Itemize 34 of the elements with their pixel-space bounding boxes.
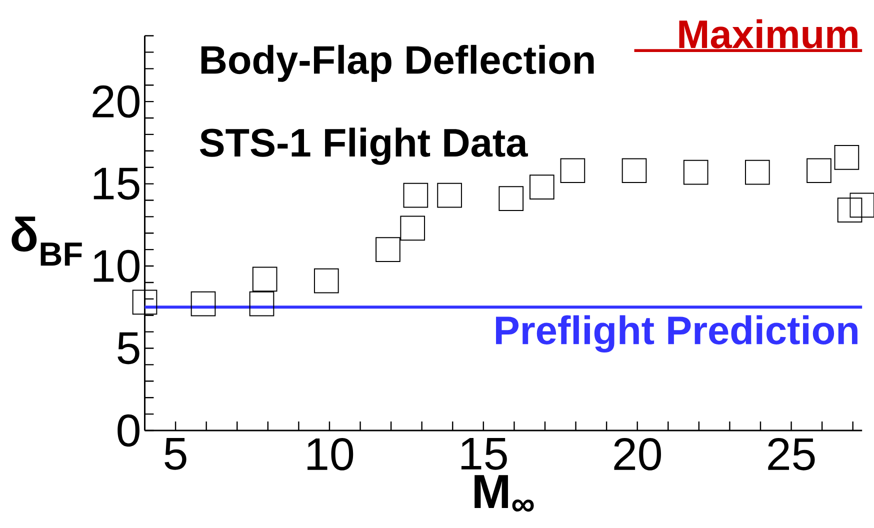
x-tick-label: 25 <box>768 438 815 471</box>
x-tick-label: 10 <box>308 438 354 471</box>
y-tick-label: 15 <box>94 168 140 200</box>
annotation: Body-Flap Deflection <box>201 45 594 82</box>
x-tick-label: 20 <box>614 438 661 471</box>
point <box>683 160 708 185</box>
point <box>529 174 554 200</box>
point <box>252 266 278 292</box>
y-axis-title: δ$_{BF}$ <box>12 216 82 266</box>
y-tick-label: 5 <box>118 332 140 364</box>
point <box>834 145 860 170</box>
point <box>376 237 400 262</box>
point <box>190 292 216 316</box>
annotation: STS-1 Flight Data <box>200 128 528 166</box>
point <box>132 290 158 315</box>
point <box>498 186 524 212</box>
y-tick-label: 20 <box>92 86 140 118</box>
x-tick-label: 15 <box>461 438 507 470</box>
y-tick-label: 0 <box>118 414 140 447</box>
point <box>403 183 428 208</box>
point <box>744 160 770 185</box>
point <box>837 198 862 223</box>
point <box>560 158 586 184</box>
x-axis-title: M$_{∞}$ <box>474 475 534 512</box>
y-tick-label: 10 <box>94 250 140 282</box>
x-tick-label: 5 <box>164 438 186 470</box>
point <box>400 216 426 241</box>
point <box>806 158 832 184</box>
point <box>437 183 462 208</box>
point <box>249 292 274 316</box>
point <box>314 268 339 294</box>
point <box>622 158 647 184</box>
series-label: Maximum <box>679 19 858 49</box>
ref-line-label: Preflight Prediction <box>496 316 858 353</box>
